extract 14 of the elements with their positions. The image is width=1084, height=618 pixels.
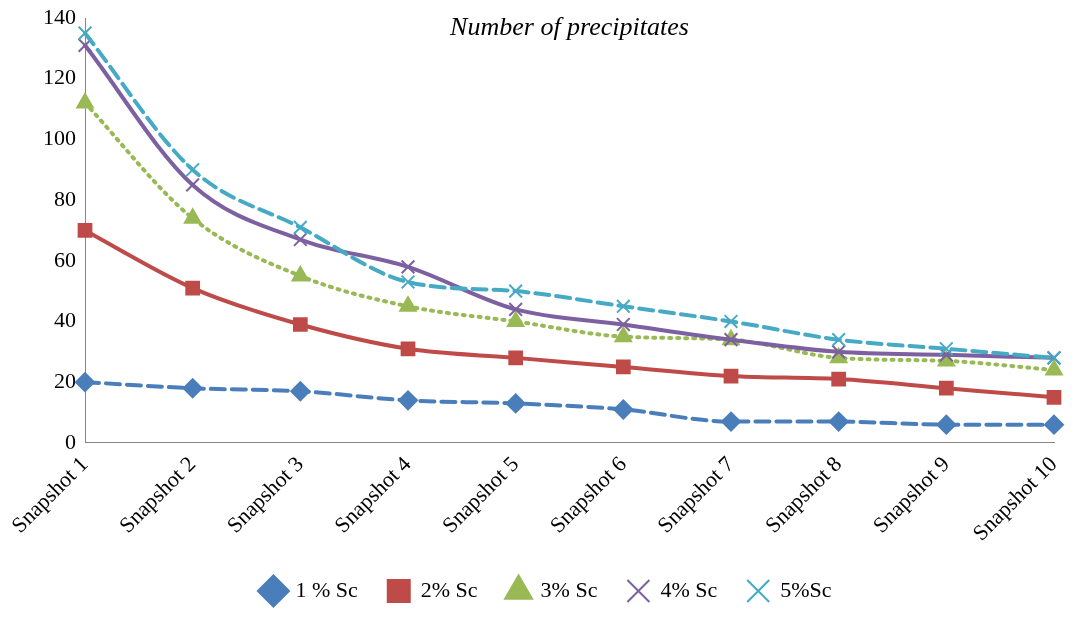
y-tick-label: 20 <box>54 367 76 393</box>
legend-label: 3% Sc <box>540 576 598 602</box>
chart-title: Number of precipitates <box>449 11 689 41</box>
legend-label: 2% Sc <box>420 576 478 602</box>
legend-label: 4% Sc <box>660 576 718 602</box>
y-tick-label: 60 <box>54 246 76 272</box>
y-tick-label: 80 <box>54 185 76 211</box>
y-tick-label: 140 <box>43 3 76 29</box>
legend-label: 1 % Sc <box>295 576 358 602</box>
y-tick-label: 120 <box>43 64 76 90</box>
y-tick-label: 100 <box>43 125 76 151</box>
legend-label: 5%Sc <box>780 576 832 602</box>
y-tick-label: 0 <box>65 428 76 454</box>
y-tick-label: 40 <box>54 307 76 333</box>
